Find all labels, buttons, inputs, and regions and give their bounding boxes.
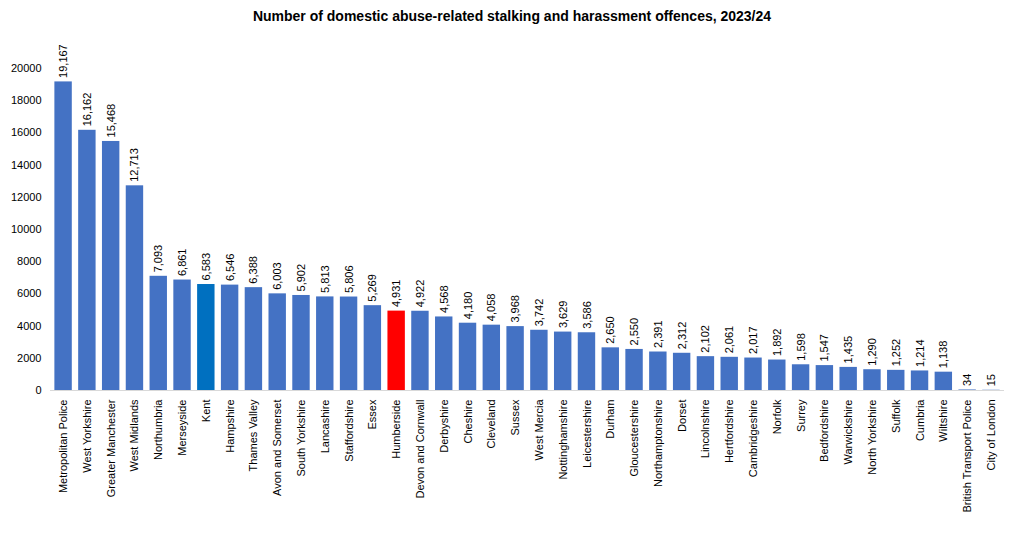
svg-text:0: 0	[35, 384, 41, 396]
svg-text:16000: 16000	[11, 126, 42, 138]
svg-text:2,017: 2,017	[747, 326, 759, 354]
svg-text:South Yorkshire: South Yorkshire	[295, 400, 307, 477]
svg-text:Leicestershire: Leicestershire	[580, 400, 592, 468]
svg-text:10000: 10000	[11, 223, 42, 235]
svg-text:Sussex: Sussex	[509, 399, 521, 436]
svg-text:12000: 12000	[11, 191, 42, 203]
svg-text:City of London: City of London	[985, 400, 997, 471]
svg-text:Hertfordshire: Hertfordshire	[723, 400, 735, 464]
svg-text:Derbyshire: Derbyshire	[438, 400, 450, 453]
svg-text:Norfolk: Norfolk	[771, 399, 783, 434]
svg-text:Essex: Essex	[366, 399, 378, 429]
svg-text:6,546: 6,546	[224, 254, 236, 282]
svg-text:4,931: 4,931	[390, 280, 402, 308]
svg-text:4,568: 4,568	[438, 285, 450, 313]
svg-text:18000: 18000	[11, 94, 42, 106]
svg-text:2,312: 2,312	[676, 322, 688, 350]
svg-text:Bedfordshire: Bedfordshire	[818, 400, 830, 462]
svg-text:5,806: 5,806	[343, 265, 355, 293]
svg-text:5,902: 5,902	[295, 264, 307, 292]
svg-text:6,003: 6,003	[271, 262, 283, 290]
svg-text:Cheshire: Cheshire	[462, 400, 474, 444]
svg-text:3,586: 3,586	[580, 301, 592, 329]
svg-text:Merseyside: Merseyside	[176, 400, 188, 456]
svg-text:2,550: 2,550	[628, 318, 640, 346]
svg-text:3,629: 3,629	[557, 301, 569, 329]
svg-text:5,813: 5,813	[319, 265, 331, 293]
svg-text:6,388: 6,388	[247, 256, 259, 284]
svg-text:Suffolk: Suffolk	[890, 399, 902, 433]
svg-text:Nottinghamshire: Nottinghamshire	[557, 400, 569, 480]
svg-text:Cleveland: Cleveland	[485, 400, 497, 449]
svg-text:Northamptonshire: Northamptonshire	[652, 400, 664, 487]
svg-text:West Midlands: West Midlands	[128, 399, 140, 471]
svg-text:Greater Manchester: Greater Manchester	[105, 399, 117, 497]
svg-text:6,583: 6,583	[200, 253, 212, 281]
svg-text:1,252: 1,252	[890, 339, 902, 367]
svg-text:Surrey: Surrey	[795, 399, 807, 432]
svg-text:15,468: 15,468	[105, 104, 117, 138]
svg-text:Metropolitan Police: Metropolitan Police	[57, 400, 69, 494]
svg-text:Wiltshire: Wiltshire	[937, 400, 949, 442]
svg-text:Devon and Cornwall: Devon and Cornwall	[414, 400, 426, 499]
svg-text:4,058: 4,058	[485, 294, 497, 322]
svg-text:Cumbria: Cumbria	[914, 399, 926, 441]
svg-text:5,269: 5,269	[366, 274, 378, 302]
svg-text:2000: 2000	[17, 352, 41, 364]
svg-text:Avon and Somerset: Avon and Somerset	[271, 400, 283, 496]
svg-text:8000: 8000	[17, 255, 41, 267]
svg-text:Cambridgeshire: Cambridgeshire	[747, 400, 759, 478]
svg-text:Humberside: Humberside	[390, 400, 402, 459]
svg-text:14000: 14000	[11, 159, 42, 171]
svg-text:34: 34	[961, 374, 973, 386]
svg-text:Lincolnshire: Lincolnshire	[699, 400, 711, 459]
html-text:Number of domestic abuse-relat: Number of domestic abuse-related stalkin…	[252, 8, 772, 24]
svg-text:6,861: 6,861	[176, 249, 188, 277]
svg-text:19,167: 19,167	[57, 44, 69, 78]
svg-text:3,742: 3,742	[533, 299, 545, 327]
svg-text:Warwickshire: Warwickshire	[842, 400, 854, 465]
svg-text:4,180: 4,180	[462, 292, 474, 320]
svg-text:6000: 6000	[17, 287, 41, 299]
svg-text:Thames Valley: Thames Valley	[247, 399, 259, 471]
svg-text:7,093: 7,093	[152, 245, 164, 273]
svg-text:1,138: 1,138	[937, 341, 949, 369]
svg-text:2,102: 2,102	[699, 325, 711, 353]
svg-text:Northumbria: Northumbria	[152, 399, 164, 460]
svg-text:North Yorkshire: North Yorkshire	[866, 400, 878, 475]
svg-text:1,598: 1,598	[795, 333, 807, 361]
svg-text:Hampshire: Hampshire	[224, 400, 236, 453]
svg-text:Dorset: Dorset	[676, 400, 688, 432]
svg-text:2,650: 2,650	[604, 316, 616, 344]
svg-text:16,162: 16,162	[81, 93, 93, 127]
svg-text:2,061: 2,061	[723, 326, 735, 354]
svg-text:Lancashire: Lancashire	[319, 400, 331, 454]
svg-text:12,713: 12,713	[128, 148, 140, 182]
svg-text:West Mercia: West Mercia	[533, 399, 545, 461]
svg-text:3,968: 3,968	[509, 295, 521, 323]
svg-text:4,922: 4,922	[414, 280, 426, 308]
svg-text:Durham: Durham	[604, 400, 616, 439]
svg-text:1,547: 1,547	[818, 334, 830, 362]
svg-text:1,290: 1,290	[866, 338, 878, 366]
svg-text:Kent: Kent	[200, 400, 212, 423]
svg-text:15: 15	[985, 374, 997, 386]
svg-text:20000: 20000	[11, 62, 42, 74]
svg-text:Staffordshire: Staffordshire	[343, 400, 355, 462]
svg-text:2,391: 2,391	[652, 320, 664, 348]
svg-text:British Transport Police: British Transport Police	[961, 400, 973, 513]
svg-text:Gloucestershire: Gloucestershire	[628, 400, 640, 477]
svg-text:West Yorkshire: West Yorkshire	[81, 400, 93, 473]
svg-text:1,892: 1,892	[771, 329, 783, 357]
svg-text:4000: 4000	[17, 320, 41, 332]
svg-text:1,214: 1,214	[914, 339, 926, 367]
svg-text:1,435: 1,435	[842, 336, 854, 364]
